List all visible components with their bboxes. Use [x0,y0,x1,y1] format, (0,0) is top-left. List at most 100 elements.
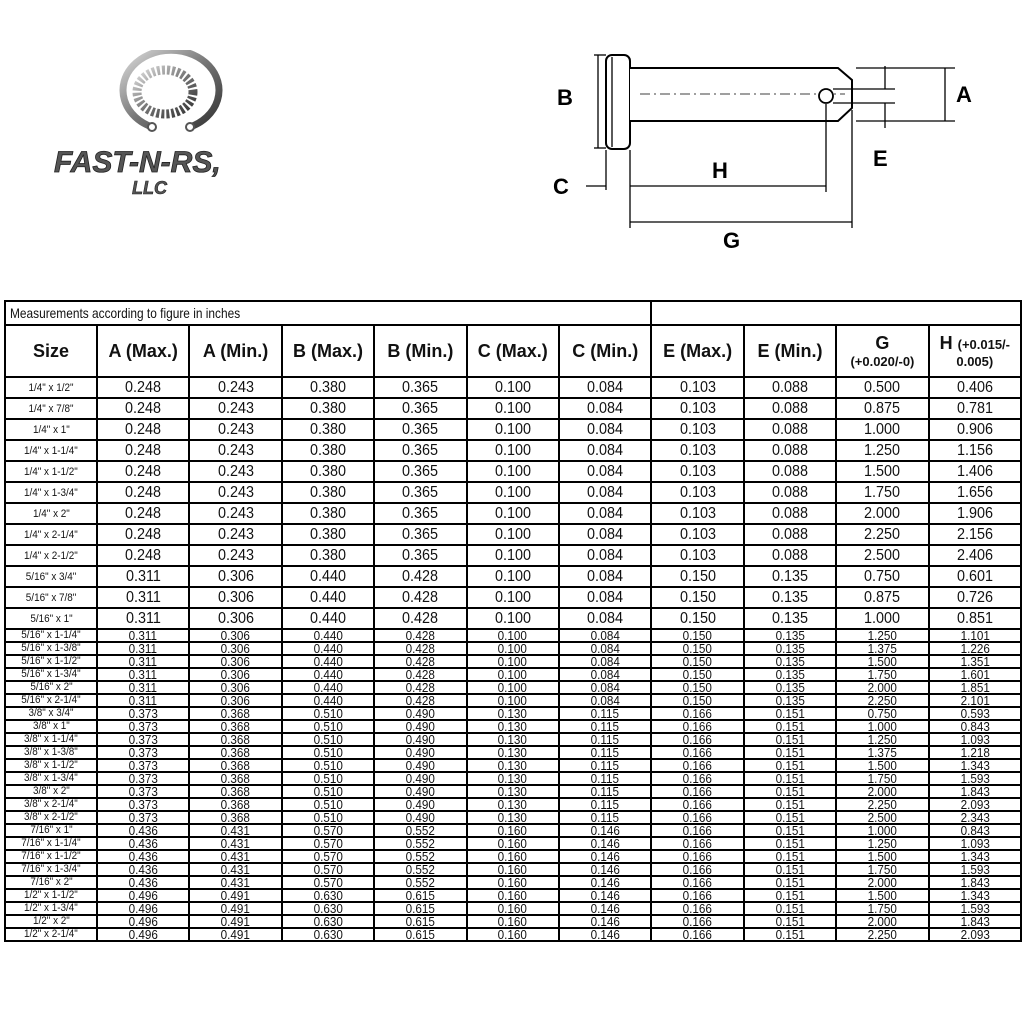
size-cell: 1/4" x 1-1/4" [4,439,98,462]
value-cell: 0.243 [188,439,283,462]
table-row: 3/8" x 1-3/4" 0.373 0.368 0.510 0.490 0.130 0.… [4,771,1023,786]
column-header: E (Min.) [742,324,838,378]
column-header-label: A (Max.) [108,340,178,361]
value-cell: 0.306 [188,641,283,656]
value-cell: 0.160 [465,927,560,942]
value-cell: 0.368 [188,810,283,825]
value-cell: 0.166 [650,875,745,890]
table-row: 5/16" x 2" 0.311 0.306 0.440 0.428 0.100 0.084… [4,680,1023,695]
table-row: 3/8" x 1-1/4" 0.373 0.368 0.510 0.490 0.130 0.… [4,732,1023,747]
value-cell: 1.343 [927,758,1023,773]
value-cell: 0.750 [835,706,930,721]
value-cell: 0.103 [650,376,745,399]
value-cell: 0.130 [465,784,560,799]
value-cell: 0.130 [465,797,560,812]
value-cell: 0.084 [557,680,653,695]
value-cell: 0.380 [280,418,376,441]
value-cell: 0.306 [188,693,283,708]
value-cell: 0.115 [557,797,653,812]
value-cell: 0.490 [373,745,468,760]
table-row: 3/8" x 3/4" 0.373 0.368 0.510 0.490 0.130 0.11… [4,706,1023,721]
value-cell: 0.135 [742,628,838,643]
value-cell: 0.380 [280,523,376,546]
value-cell: 0.368 [188,719,283,734]
value-cell: 0.100 [465,502,560,525]
value-cell: 0.088 [742,460,838,483]
value-cell: 0.115 [557,745,653,760]
value-cell: 1.343 [927,849,1023,864]
value-cell: 0.431 [188,849,283,864]
value-cell: 0.440 [280,654,376,669]
column-header-label: C (Max.) [477,340,548,361]
column-header-label: G [875,333,890,353]
size-cell: 7/16" x 1-1/2" [4,849,98,864]
value-cell: 1.593 [927,771,1023,786]
column-header-tolerance: (+0.015/- [957,337,1011,352]
value-cell: 0.084 [557,565,653,588]
value-cell: 0.248 [95,439,191,462]
value-cell: 0.166 [650,706,745,721]
value-cell: 0.151 [742,732,838,747]
value-cell: 0.160 [465,901,560,916]
value-cell: 0.496 [95,927,191,942]
value-cell: 0.166 [650,745,745,760]
value-cell: 0.615 [373,927,468,942]
value-cell: 1.750 [835,862,930,877]
size-cell: 1/4" x 2-1/2" [4,544,98,567]
value-cell: 0.150 [650,667,745,682]
value-cell: 0.103 [650,397,745,420]
column-header-label: B (Max.) [292,340,363,361]
size-cell: 1/4" x 1-3/4" [4,481,98,504]
column-header-tolerance: 0.005) [956,354,994,369]
value-cell: 0.084 [557,641,653,656]
size-cell: 5/16" x 7/8" [4,586,98,609]
pin-hole [818,88,834,104]
value-cell: 0.248 [95,523,191,546]
size-cell: 3/8" x 1-1/2" [4,758,98,773]
column-header: Size [4,324,98,378]
value-cell: 0.166 [650,901,745,916]
value-cell: 0.084 [557,502,653,525]
value-cell: 0.428 [373,680,468,695]
value-cell: 0.311 [95,607,191,630]
value-cell: 0.311 [95,667,191,682]
value-cell: 0.151 [742,836,838,851]
value-cell: 0.428 [373,641,468,656]
value-cell: 0.843 [927,823,1023,838]
table-caption: Measurements according to figure in inch… [3,300,653,326]
value-cell: 0.084 [557,654,653,669]
value-cell: 1.093 [927,836,1023,851]
value-cell: 0.490 [373,706,468,721]
value-cell: 0.431 [188,862,283,877]
value-cell: 0.368 [188,745,283,760]
value-cell: 0.570 [280,862,376,877]
value-cell: 0.084 [557,607,653,630]
company-logo: FAST-N-RS, LLC [40,46,290,200]
value-cell: 0.552 [373,862,468,877]
size-cell: 5/16" x 2-1/4" [4,693,98,708]
value-cell: 0.100 [465,544,560,567]
value-cell: 0.380 [280,481,376,504]
value-cell: 0.146 [557,875,653,890]
value-cell: 2.406 [927,544,1023,567]
pin-head [605,54,631,150]
value-cell: 0.510 [280,784,376,799]
value-cell: 1.500 [835,654,930,669]
column-header: E (Max.) [650,324,745,378]
value-cell: 0.311 [95,654,191,669]
value-cell: 0.150 [650,607,745,630]
size-cell: 5/16" x 1-3/8" [4,641,98,656]
value-cell: 0.151 [742,810,838,825]
size-cell: 1/4" x 1-1/2" [4,460,98,483]
table-row: 5/16" x 1" 0.311 0.306 0.440 0.428 0.100 0.084… [4,607,1023,630]
value-cell: 0.365 [373,397,468,420]
value-cell: 0.103 [650,502,745,525]
value-cell: 0.615 [373,888,468,903]
value-cell: 0.166 [650,836,745,851]
value-cell: 0.365 [373,439,468,462]
value-cell: 1.218 [927,745,1023,760]
value-cell: 0.440 [280,667,376,682]
value-cell: 0.084 [557,667,653,682]
value-cell: 0.436 [95,823,191,838]
value-cell: 0.365 [373,523,468,546]
